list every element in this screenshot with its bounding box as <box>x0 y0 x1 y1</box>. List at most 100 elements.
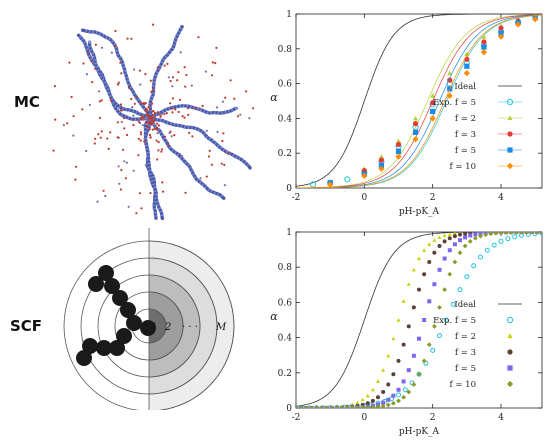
counterion <box>72 134 75 137</box>
counterion <box>81 108 84 111</box>
counterion <box>185 73 188 77</box>
point-1 <box>457 287 463 293</box>
point-5 <box>463 70 470 77</box>
counterion <box>248 117 251 120</box>
counterion <box>137 154 140 157</box>
counterion <box>151 102 154 105</box>
y-tick-label: 0.8 <box>278 263 293 273</box>
counterion <box>140 207 143 210</box>
counterion <box>97 133 100 136</box>
counterion <box>187 107 190 110</box>
point-3 <box>427 259 432 264</box>
counterion <box>146 125 149 128</box>
point-2 <box>406 282 411 286</box>
counterion <box>54 118 57 121</box>
legend-label-2: f = 2 <box>455 332 476 342</box>
counterion <box>163 112 166 115</box>
point-5 <box>303 405 309 408</box>
point-5 <box>308 405 314 408</box>
x-tick-label: 0 <box>361 193 367 203</box>
counterion <box>208 149 211 152</box>
counterion <box>220 162 223 165</box>
counterion <box>151 116 154 120</box>
counterion <box>169 102 172 105</box>
counterion <box>139 131 143 134</box>
legend-swatch-5 <box>506 380 514 388</box>
counterion <box>151 121 154 124</box>
counterion <box>120 72 123 75</box>
legend-swatch-3 <box>507 349 513 355</box>
counterion <box>216 130 219 133</box>
point-4 <box>458 238 462 243</box>
counterion <box>135 212 138 215</box>
point-5 <box>447 271 453 277</box>
counterion <box>94 43 97 46</box>
counterion <box>94 67 97 70</box>
counterion <box>133 68 136 71</box>
series-line-0 <box>296 232 542 407</box>
counterion <box>221 139 224 143</box>
counterion <box>98 100 101 103</box>
point-1 <box>443 317 449 323</box>
point-2 <box>395 138 402 144</box>
legend-label-3: f = 3 <box>455 348 476 358</box>
counterion <box>156 66 159 69</box>
counterion <box>148 108 152 111</box>
counterion <box>156 158 159 161</box>
point-1 <box>402 387 408 393</box>
counterion <box>153 116 156 119</box>
legend-swatch-2 <box>507 115 513 121</box>
counterion <box>100 46 104 49</box>
point-1 <box>491 242 497 248</box>
counterion <box>205 175 208 178</box>
counterion <box>157 149 160 152</box>
counterion <box>143 117 146 120</box>
point-3 <box>370 398 375 403</box>
counterion <box>144 102 147 105</box>
point-3 <box>386 382 391 387</box>
series-line-4 <box>296 14 542 188</box>
point-3 <box>464 56 470 62</box>
counterion <box>141 124 144 127</box>
counterion <box>215 46 218 50</box>
counterion <box>148 128 151 131</box>
x-tick-label: 4 <box>498 193 504 203</box>
point-2 <box>481 34 487 39</box>
y-axis-label: α <box>270 310 278 323</box>
y-tick-label: 0 <box>286 404 292 414</box>
monomer <box>248 166 252 170</box>
point-2 <box>447 70 453 76</box>
counterion <box>163 135 166 138</box>
counterion <box>160 113 163 116</box>
counterion <box>146 121 149 124</box>
counterion <box>85 149 88 153</box>
legend-swatch-4 <box>507 147 513 153</box>
counterion <box>87 51 90 54</box>
counterion <box>106 137 109 140</box>
point-1 <box>450 301 456 307</box>
monomer <box>76 33 81 37</box>
point-1 <box>471 263 477 269</box>
counterion <box>82 62 85 65</box>
point-2 <box>391 336 396 341</box>
lattice-tick-2: 2 <box>164 322 171 333</box>
point-4 <box>411 353 416 358</box>
point-5 <box>385 402 391 408</box>
point-2 <box>355 400 360 405</box>
counterion <box>221 100 224 103</box>
counterion <box>123 117 126 120</box>
point-4 <box>401 379 406 384</box>
counterion <box>139 133 143 136</box>
point-5 <box>426 342 432 348</box>
counterion <box>127 205 130 208</box>
counterion <box>163 64 166 67</box>
counterion <box>179 51 182 54</box>
point-5 <box>514 21 522 28</box>
counterion <box>171 111 174 114</box>
point-4 <box>427 299 432 304</box>
counterion <box>184 85 187 88</box>
legend-label-5: f = 10 <box>450 162 477 172</box>
counterion <box>74 178 77 181</box>
x-tick-label: 2 <box>430 413 436 423</box>
counterion <box>132 123 135 127</box>
